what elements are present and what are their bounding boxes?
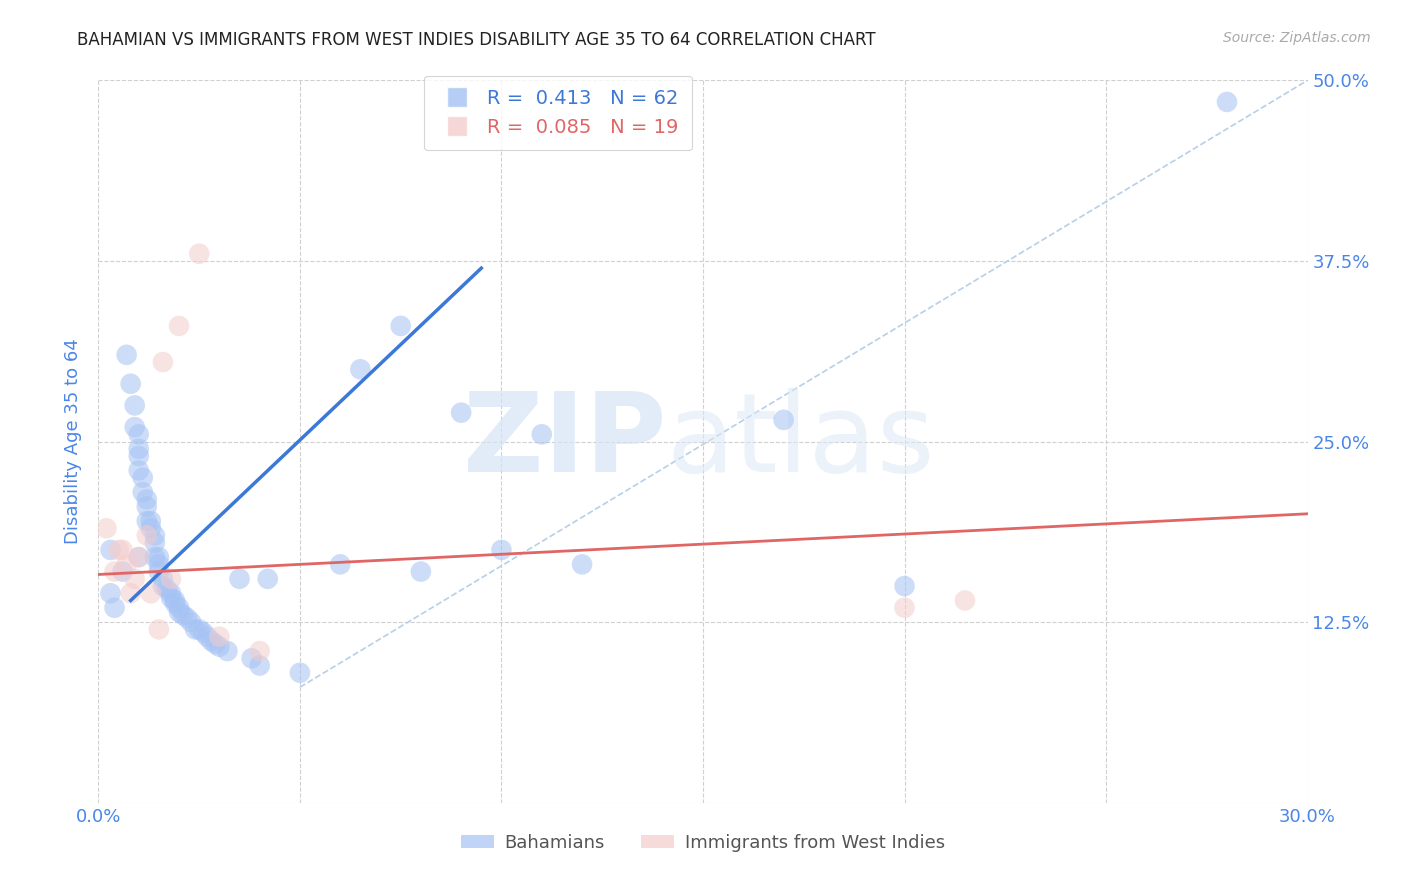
Point <box>167 605 190 619</box>
Text: BAHAMIAN VS IMMIGRANTS FROM WEST INDIES DISABILITY AGE 35 TO 64 CORRELATION CHAR: BAHAMIAN VS IMMIGRANTS FROM WEST INDIES … <box>77 31 876 49</box>
Point <box>172 607 194 622</box>
Point <box>249 658 271 673</box>
Point <box>195 630 218 644</box>
Point <box>176 611 198 625</box>
Point <box>200 634 222 648</box>
Point <box>491 542 513 557</box>
Point <box>772 413 794 427</box>
Point <box>143 535 166 549</box>
Text: ZIP: ZIP <box>464 388 666 495</box>
Point <box>530 427 553 442</box>
Point <box>167 600 190 615</box>
Point <box>103 600 125 615</box>
Point <box>256 572 278 586</box>
Point <box>143 550 166 565</box>
Point <box>152 572 174 586</box>
Point <box>139 521 162 535</box>
Text: Source: ZipAtlas.com: Source: ZipAtlas.com <box>1223 31 1371 45</box>
Point <box>152 355 174 369</box>
Point <box>893 600 915 615</box>
Point <box>249 644 271 658</box>
Point <box>184 623 207 637</box>
Point <box>103 565 125 579</box>
Point <box>132 485 155 500</box>
Point <box>115 348 138 362</box>
Point <box>571 558 593 572</box>
Point <box>128 427 150 442</box>
Point <box>139 586 162 600</box>
Point <box>217 644 239 658</box>
Point <box>288 665 311 680</box>
Point <box>120 376 142 391</box>
Text: atlas: atlas <box>666 388 935 495</box>
Point <box>128 449 150 463</box>
Point <box>139 514 162 528</box>
Point <box>156 582 179 596</box>
Y-axis label: Disability Age 35 to 64: Disability Age 35 to 64 <box>65 339 83 544</box>
Point <box>148 558 170 572</box>
Point <box>228 572 250 586</box>
Point <box>163 593 186 607</box>
Point <box>160 586 183 600</box>
Point <box>143 528 166 542</box>
Point <box>148 565 170 579</box>
Point <box>135 528 157 542</box>
Point <box>160 591 183 605</box>
Legend: Bahamians, Immigrants from West Indies: Bahamians, Immigrants from West Indies <box>454 826 952 859</box>
Point <box>193 625 215 640</box>
Point <box>240 651 263 665</box>
Point <box>204 637 226 651</box>
Point <box>107 542 129 557</box>
Point <box>120 586 142 600</box>
Point <box>953 593 976 607</box>
Point <box>152 579 174 593</box>
Point <box>1216 95 1239 109</box>
Point <box>349 362 371 376</box>
Point <box>163 596 186 610</box>
Point <box>188 246 211 260</box>
Point <box>160 572 183 586</box>
Point <box>128 442 150 456</box>
Point <box>124 420 146 434</box>
Point <box>124 572 146 586</box>
Point <box>167 318 190 333</box>
Point <box>188 623 211 637</box>
Point <box>208 640 231 654</box>
Point <box>180 615 202 630</box>
Point <box>893 579 915 593</box>
Point <box>96 521 118 535</box>
Point <box>128 463 150 477</box>
Point <box>128 550 150 565</box>
Point <box>389 318 412 333</box>
Point <box>115 558 138 572</box>
Point <box>111 542 134 557</box>
Point <box>100 586 122 600</box>
Point <box>100 542 122 557</box>
Point <box>208 630 231 644</box>
Point <box>128 550 150 565</box>
Point <box>135 514 157 528</box>
Point <box>135 492 157 507</box>
Point <box>132 470 155 484</box>
Point <box>124 398 146 412</box>
Point <box>409 565 432 579</box>
Point <box>111 565 134 579</box>
Point <box>450 406 472 420</box>
Point <box>135 500 157 514</box>
Point <box>329 558 352 572</box>
Point <box>148 550 170 565</box>
Point <box>148 623 170 637</box>
